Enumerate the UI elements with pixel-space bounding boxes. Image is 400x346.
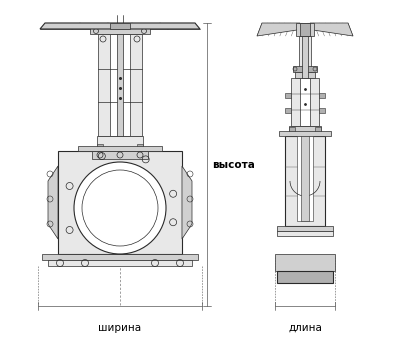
Bar	[300, 78, 310, 126]
Bar	[319, 108, 325, 113]
Bar	[285, 93, 291, 98]
Bar	[279, 131, 331, 136]
Bar	[299, 36, 311, 78]
Bar	[300, 23, 310, 36]
Bar	[275, 254, 335, 271]
Bar	[137, 144, 143, 149]
Bar	[277, 271, 333, 283]
Bar	[90, 28, 150, 34]
Bar	[97, 144, 103, 149]
Bar	[92, 151, 148, 159]
Bar	[296, 23, 314, 36]
Bar	[285, 108, 291, 113]
Polygon shape	[48, 166, 58, 239]
Polygon shape	[257, 23, 300, 36]
Bar	[42, 254, 198, 260]
Bar	[302, 36, 308, 78]
Polygon shape	[40, 23, 200, 29]
Bar	[277, 226, 333, 231]
Bar	[289, 126, 321, 134]
Bar	[277, 231, 333, 236]
Text: ширина: ширина	[98, 323, 142, 333]
Bar	[98, 34, 142, 136]
Text: высота: высота	[212, 160, 255, 170]
Bar	[289, 127, 295, 132]
Bar	[291, 78, 319, 126]
Bar	[110, 34, 130, 136]
Bar	[301, 136, 309, 221]
Bar	[117, 34, 123, 136]
Bar	[295, 72, 315, 78]
Bar	[285, 136, 325, 226]
Bar	[97, 136, 143, 151]
Bar	[297, 136, 313, 221]
Polygon shape	[310, 23, 353, 36]
Bar	[315, 127, 321, 132]
Bar	[319, 93, 325, 98]
Bar	[78, 146, 162, 151]
Bar	[110, 23, 130, 29]
Polygon shape	[182, 166, 192, 239]
Text: длина: длина	[288, 323, 322, 333]
Bar	[48, 260, 192, 266]
Circle shape	[74, 162, 166, 254]
Bar	[58, 151, 182, 254]
Bar	[293, 66, 317, 72]
